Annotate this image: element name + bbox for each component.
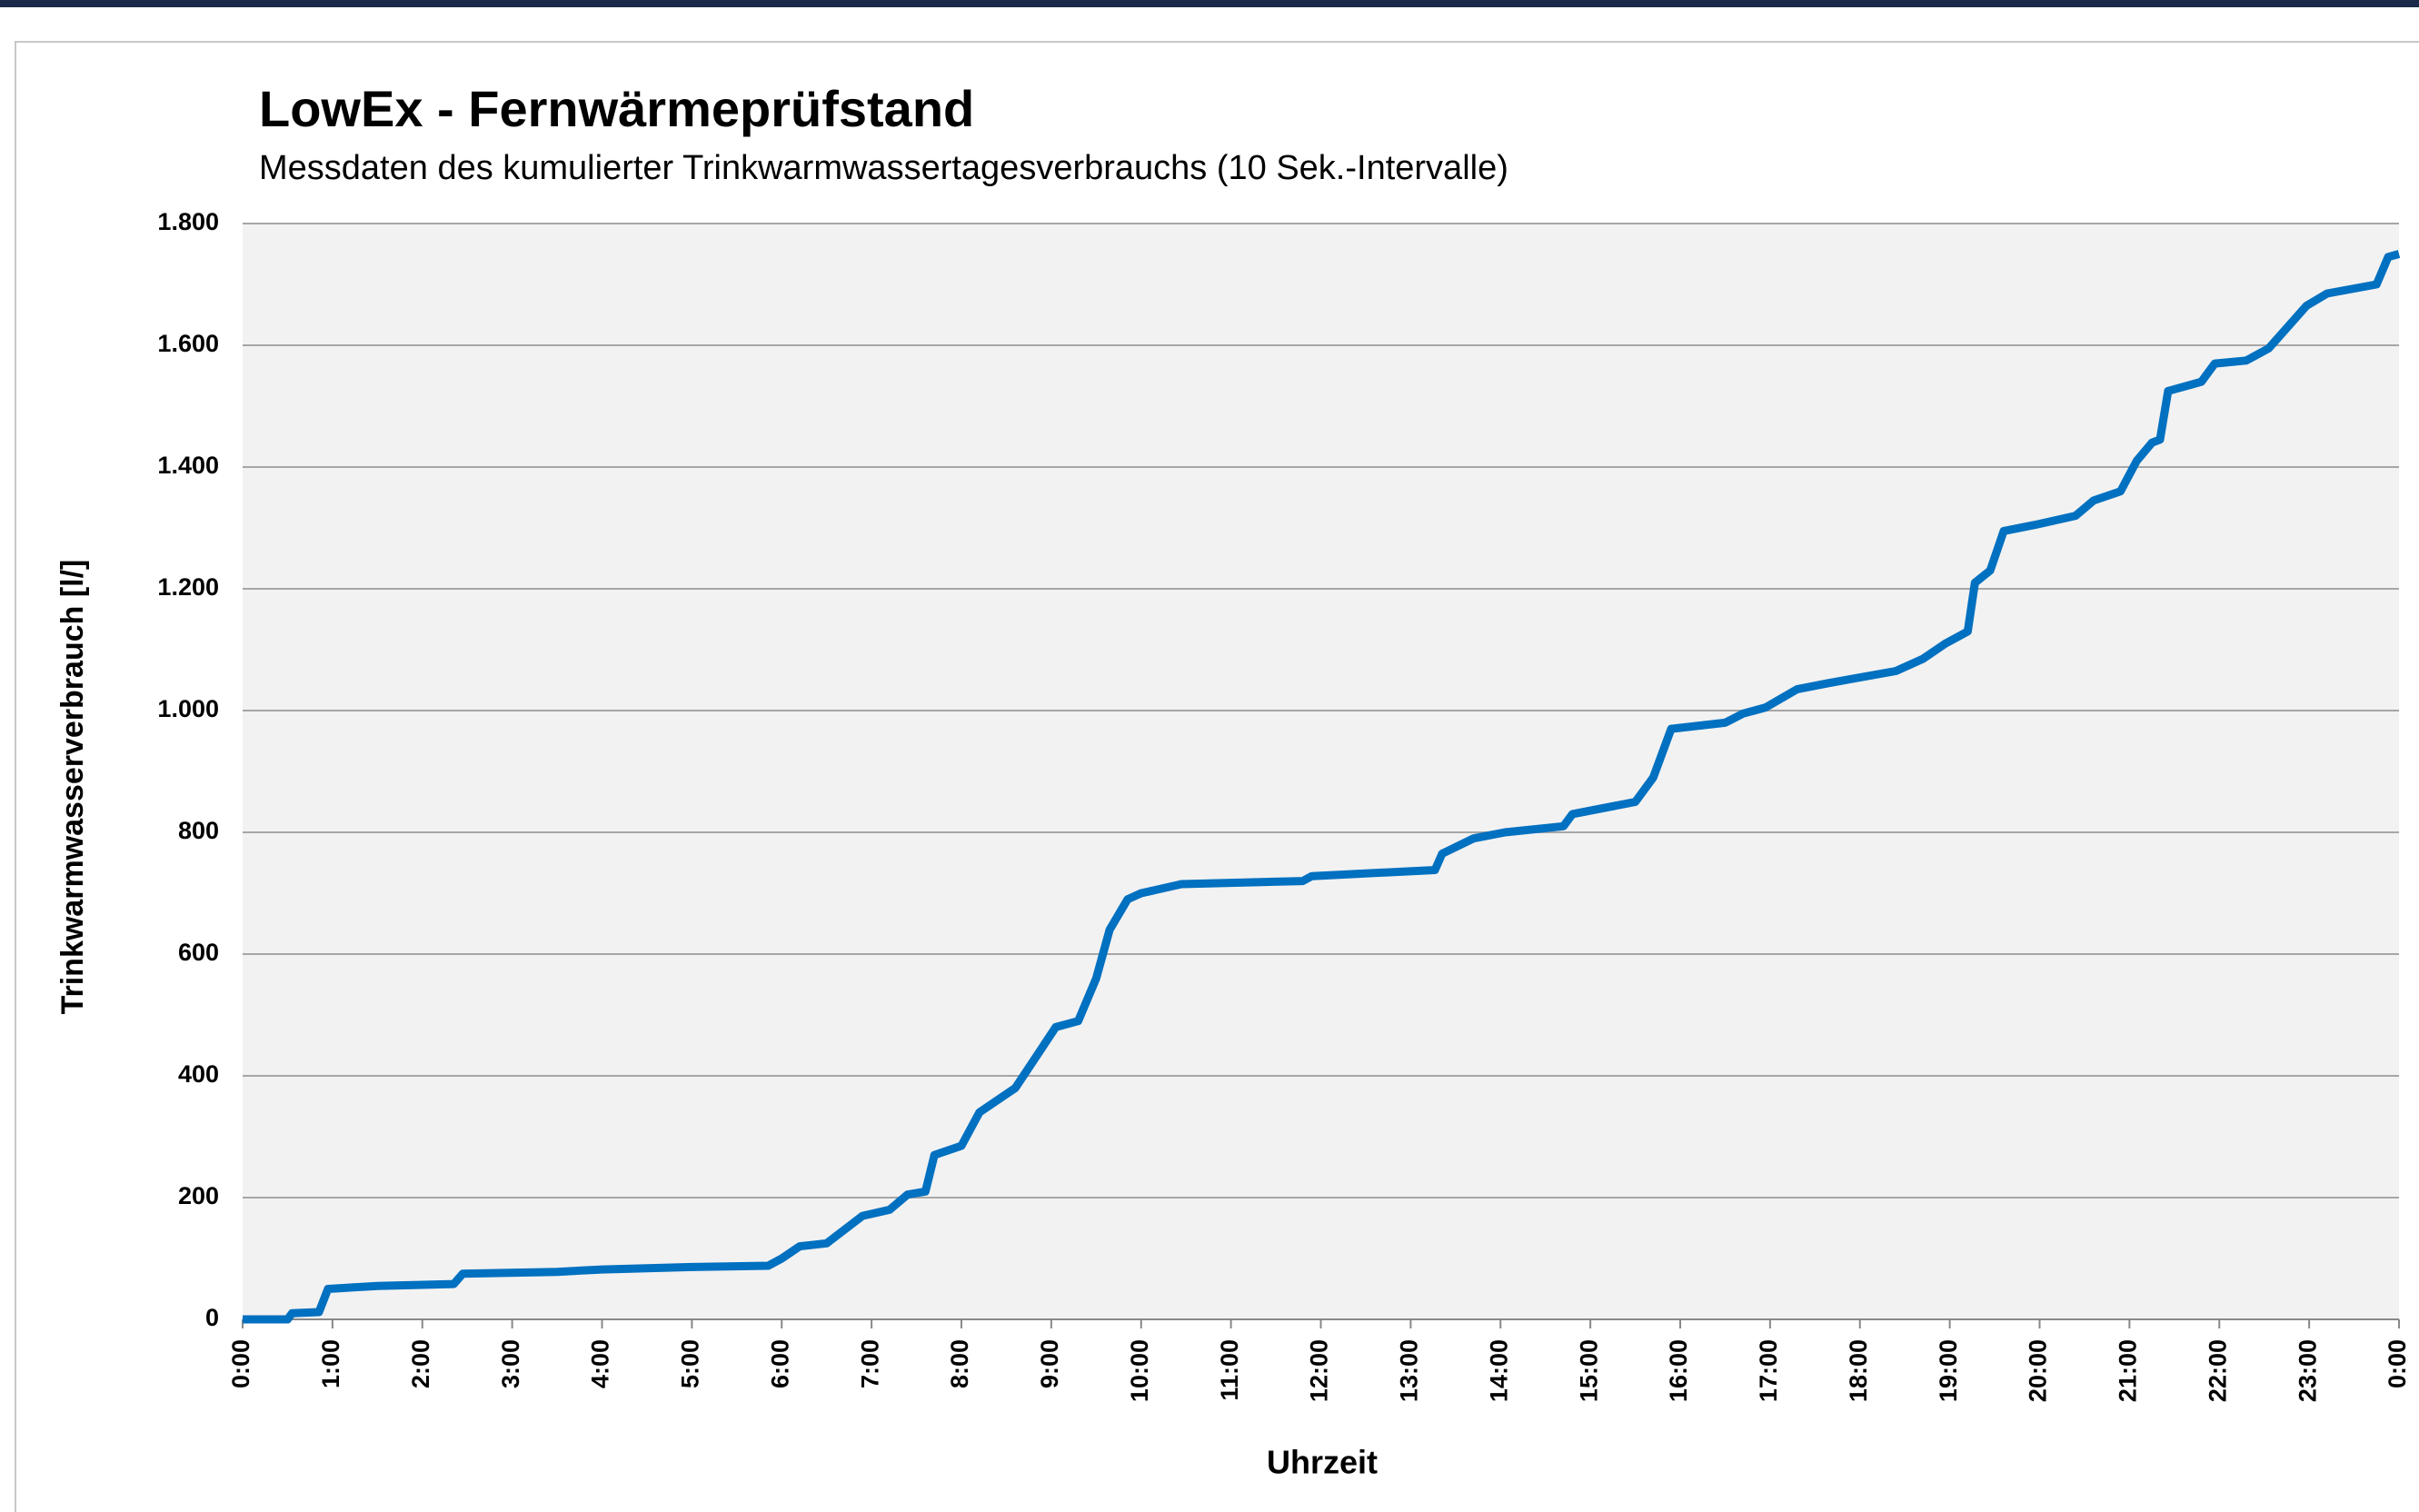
x-tick-label: 8:00 <box>946 1339 973 1388</box>
chart-subtitle: Messdaten des kumulierter Trinkwarmwasse… <box>259 149 1508 187</box>
y-tick-label: 1.400 <box>157 452 219 479</box>
x-tick-label: 6:00 <box>766 1339 793 1388</box>
x-tick-label: 4:00 <box>587 1339 614 1388</box>
y-tick-label: 800 <box>178 817 219 844</box>
x-tick-label: 13:00 <box>1396 1339 1423 1402</box>
x-tick-label: 10:00 <box>1126 1339 1153 1402</box>
x-tick-label: 9:00 <box>1036 1339 1063 1388</box>
chart-title: LowEx - Fernwärmeprüfstand <box>259 80 974 137</box>
x-tick-label: 14:00 <box>1485 1339 1512 1402</box>
y-tick-label: 0 <box>205 1304 219 1331</box>
x-tick-label: 3:00 <box>497 1339 524 1388</box>
x-tick-label: 0:00 <box>2384 1339 2411 1388</box>
x-tick-label: 2:00 <box>407 1339 434 1388</box>
x-tick-label: 11:00 <box>1216 1339 1243 1401</box>
x-tick-label: 20:00 <box>2025 1339 2052 1402</box>
x-axis-title: Uhrzeit <box>1267 1444 1378 1481</box>
y-tick-label: 1.200 <box>157 573 219 601</box>
y-tick-label: 400 <box>178 1060 219 1088</box>
y-tick-label: 1.000 <box>157 695 219 722</box>
x-tick-label: 23:00 <box>2294 1339 2321 1402</box>
x-tick-label: 18:00 <box>1845 1339 1872 1402</box>
y-tick-label: 600 <box>178 939 219 966</box>
y-tick-label: 200 <box>178 1182 219 1209</box>
y-axis-title: Trinkwarmwasserverbrauch [l/] <box>55 560 90 1015</box>
x-tick-label: 19:00 <box>1935 1339 1962 1402</box>
x-tick-label: 7:00 <box>856 1339 883 1388</box>
y-tick-label: 1.600 <box>157 330 219 357</box>
data-line <box>243 250 2401 1324</box>
plot-area <box>243 224 2399 1319</box>
top-bar <box>0 0 2419 7</box>
x-tick-label: 5:00 <box>677 1339 704 1388</box>
x-tick-label: 17:00 <box>1755 1339 1782 1402</box>
x-tick-label: 1:00 <box>317 1339 344 1388</box>
x-tick-label: 22:00 <box>2204 1339 2231 1402</box>
x-tick-label: 0:00 <box>227 1339 254 1388</box>
x-tick-label: 16:00 <box>1665 1339 1692 1402</box>
y-tick-label: 1.800 <box>157 208 219 235</box>
x-tick-label: 12:00 <box>1306 1339 1333 1402</box>
x-tick-label: 21:00 <box>2115 1339 2142 1402</box>
x-tick-label: 15:00 <box>1575 1339 1602 1402</box>
